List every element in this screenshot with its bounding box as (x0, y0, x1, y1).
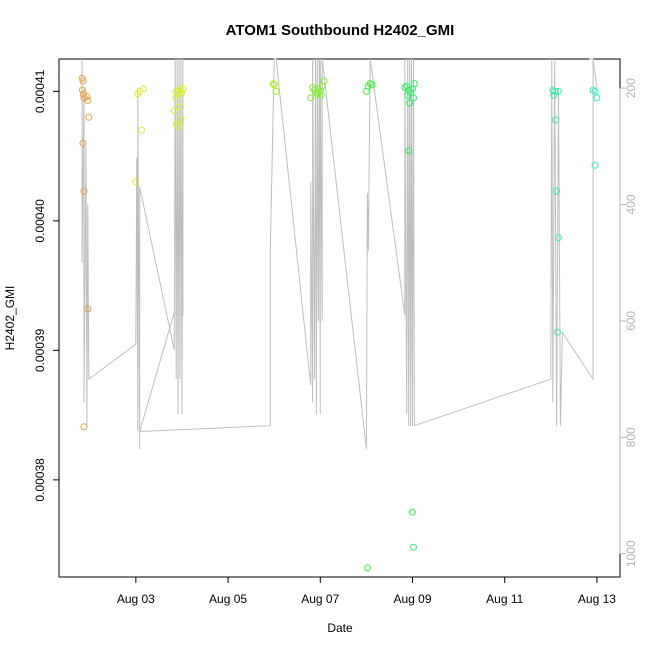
x-tick-label: Aug 11 (486, 592, 523, 606)
data-point (269, 80, 277, 88)
chart-title: ATOM1 Southbound H2402_GMI (226, 22, 455, 39)
data-point (410, 543, 417, 551)
data-point (320, 77, 328, 85)
y-tick-label: 0.00040 (33, 199, 47, 243)
data-point (363, 564, 371, 572)
data-point (175, 103, 183, 111)
data-point (404, 91, 412, 99)
data-point (553, 187, 561, 195)
data-point (80, 423, 88, 431)
data-point (179, 85, 187, 93)
y2-tick-label: 1000 (624, 540, 638, 567)
x-tick-label: Aug 03 (117, 592, 155, 606)
data-point (403, 82, 411, 90)
x-tick-label: Aug 05 (209, 592, 247, 606)
data-point (409, 508, 416, 516)
data-point (552, 116, 560, 124)
points-group (78, 74, 601, 572)
data-point (551, 87, 559, 95)
y2-tick-label: 800 (624, 427, 638, 447)
plot-frame (58, 58, 621, 578)
data-point (83, 93, 91, 101)
data-point (307, 94, 315, 102)
y-tick-label: 0.00038 (33, 458, 47, 502)
data-point (79, 77, 87, 85)
y2-tick-label: 600 (624, 311, 638, 331)
y2-tick-label: 400 (624, 194, 638, 214)
data-point (317, 91, 325, 99)
data-point (174, 122, 182, 130)
data-point (366, 80, 374, 88)
data-point (134, 90, 142, 98)
data-point (591, 161, 599, 169)
data-point (313, 90, 321, 98)
series-line (81, 58, 598, 450)
data-point (554, 328, 562, 336)
data-point (270, 81, 278, 89)
x-tick-label: Aug 07 (301, 592, 339, 606)
y-tick-label: 0.00041 (33, 69, 47, 113)
x-tick-label: Aug 09 (393, 592, 431, 606)
data-point (80, 187, 88, 195)
x-axis-label: Date (327, 621, 353, 635)
data-point (178, 89, 186, 97)
data-point (85, 113, 93, 121)
data-point (555, 87, 562, 95)
data-point (589, 86, 597, 94)
data-point (138, 126, 146, 134)
data-point (555, 234, 562, 242)
x-axis: Aug 03 Aug 05 Aug 07 Aug 09 Aug 11 Aug 13 (117, 576, 616, 606)
line-series-group (81, 58, 598, 450)
y-axis: 0.00038 0.00039 0.00040 0.00041 (33, 69, 60, 502)
data-point (174, 90, 182, 98)
data-point (170, 107, 178, 115)
x-tick-label: Aug 13 (578, 592, 616, 606)
y-tick-label: 0.00039 (33, 328, 47, 372)
y2-axis: 200 400 600 800 1000 (619, 78, 638, 567)
data-point (406, 99, 414, 107)
data-point (272, 87, 280, 95)
data-point (84, 96, 92, 104)
data-point (79, 139, 87, 147)
data-point (368, 81, 376, 89)
data-point (591, 87, 599, 95)
data-point (132, 178, 140, 186)
data-point (79, 86, 86, 94)
data-point (405, 147, 413, 155)
y2-tick-label: 200 (624, 78, 638, 98)
data-point (410, 94, 417, 102)
data-point (84, 305, 92, 313)
data-point (177, 116, 185, 124)
data-point (172, 94, 180, 102)
y-axis-label: H2402_GMI (3, 286, 17, 351)
data-point (410, 80, 418, 88)
data-point (593, 94, 601, 102)
data-point (140, 85, 147, 93)
data-point (550, 91, 558, 99)
